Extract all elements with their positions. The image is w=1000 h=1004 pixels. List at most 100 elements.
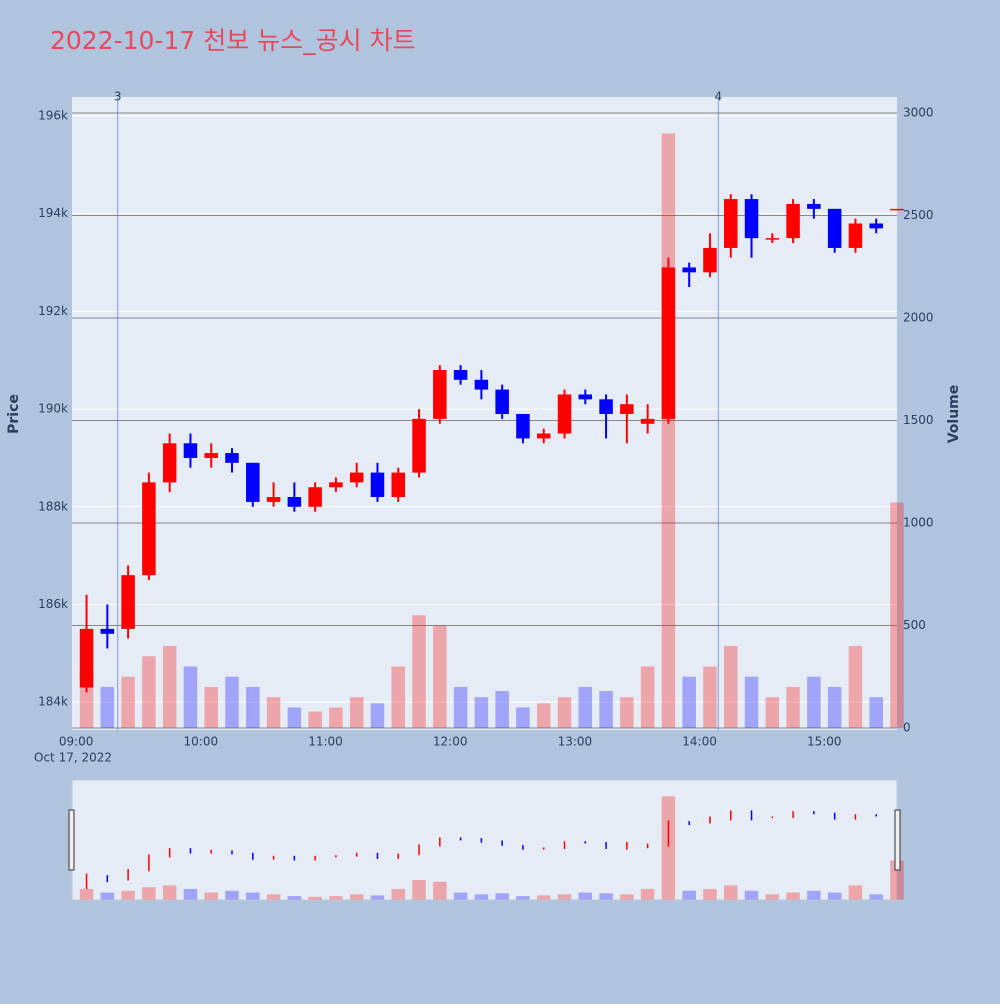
candle-body [848,223,863,248]
y2-tick-label: 2000 [903,310,934,324]
volume-bar [807,676,821,728]
candle-body [682,267,696,273]
candle-body [453,370,468,380]
candle-body [287,497,302,507]
slider-volume-bar [433,881,447,900]
candle-body [516,413,530,439]
volume-bar [682,676,696,728]
slider-volume-bar [162,885,177,900]
slider-volume-bar [453,892,468,900]
slider-volume-bar [121,890,135,900]
volume-bar [661,133,676,728]
candle-body [869,223,883,229]
x-tick-label: 12:00 [433,735,468,749]
slider-volume-bar [869,894,883,900]
slider-volume-bar [599,893,613,900]
candle-body [121,575,135,629]
volume-bar [765,697,780,728]
volume-bar [723,645,738,728]
volume-bar [620,697,634,728]
volume-bar [142,656,156,728]
volume-bar [246,686,260,728]
volume-bar [349,697,364,728]
slider-volume-bar [786,892,800,900]
candle-body [578,394,593,400]
y2-tick-label: 2500 [903,208,934,222]
candle-body [723,199,738,248]
slider-volume-bar [620,894,634,900]
volume-bar [308,711,322,728]
candle-body [225,453,239,463]
slider-handle-right[interactable] [894,809,901,871]
y2-axis-title: Volume [946,385,962,444]
volume-bar [599,691,613,728]
slider-volume-bar [183,888,198,900]
volume-bar [890,502,904,728]
x-tick-label: 13:00 [558,735,593,749]
volume-bar [848,645,863,728]
volume-bar [640,666,655,728]
x-tick-label: 15:00 [807,735,842,749]
candle-body [266,497,281,502]
candle-body [308,487,322,507]
candle-body [765,238,780,240]
candle-body [744,199,759,239]
slider-volume-bar [287,896,302,900]
slider-volume-bar [266,894,281,900]
candle-body [204,453,218,458]
slider-volume-bar [765,894,780,900]
volume-bar [557,697,572,728]
volume-bar [225,676,239,728]
candle-body [412,418,426,473]
candle-body [100,628,115,634]
volume-bar [204,686,218,728]
volume-bar [578,686,593,728]
candle-body [661,267,676,419]
candle-body [183,443,198,458]
volume-bar [744,676,759,728]
slider-volume-bar [682,890,696,900]
volume-bar [703,666,717,728]
x-tick-label: 10:00 [184,735,219,749]
volume-bar [827,686,842,728]
chart-title: 2022-10-17 천보 뉴스_공시 차트 [50,26,416,55]
y2-tick-label: 500 [903,618,926,632]
volume-bar [412,615,426,728]
y-tick-label: 196k [38,109,68,123]
y2-tick-label: 1000 [903,515,934,529]
slider-volume-bar [703,888,717,900]
candle-body [370,472,385,498]
x-date-label: Oct 17, 2022 [34,751,112,765]
event-label: 3 [114,90,122,104]
slider-volume-bar [495,893,509,900]
slider-volume-bar [640,888,655,900]
x-tick-label: 09:00 [59,735,94,749]
volume-bar [869,697,883,728]
slider-volume-bar [100,892,115,900]
x-tick-label: 11:00 [308,735,343,749]
range-slider[interactable] [71,779,898,901]
y-tick-label: 188k [38,499,68,513]
y2-tick-label: 3000 [903,105,934,119]
candle-body [827,208,842,248]
candle-body [703,247,717,273]
slider-volume-bar [536,895,551,900]
slider-volume-bar [225,890,239,900]
slider-volume-bar [329,896,343,900]
y-tick-label: 184k [38,695,68,709]
y-tick-label: 194k [38,206,68,220]
candle-body [246,462,260,502]
volume-bar [786,686,800,728]
volume-bar [495,691,509,728]
candle-body [391,472,406,498]
plot-area [72,97,897,730]
slider-volume-bar [516,896,530,900]
volume-bar [100,686,115,728]
slider-volume-bar [744,890,759,900]
candle-body [536,433,551,439]
slider-handle-left[interactable] [68,809,75,871]
candle-body [807,203,821,209]
slider-volume-bar [142,887,156,900]
volume-bar [329,707,343,728]
volume-bar [183,666,198,728]
